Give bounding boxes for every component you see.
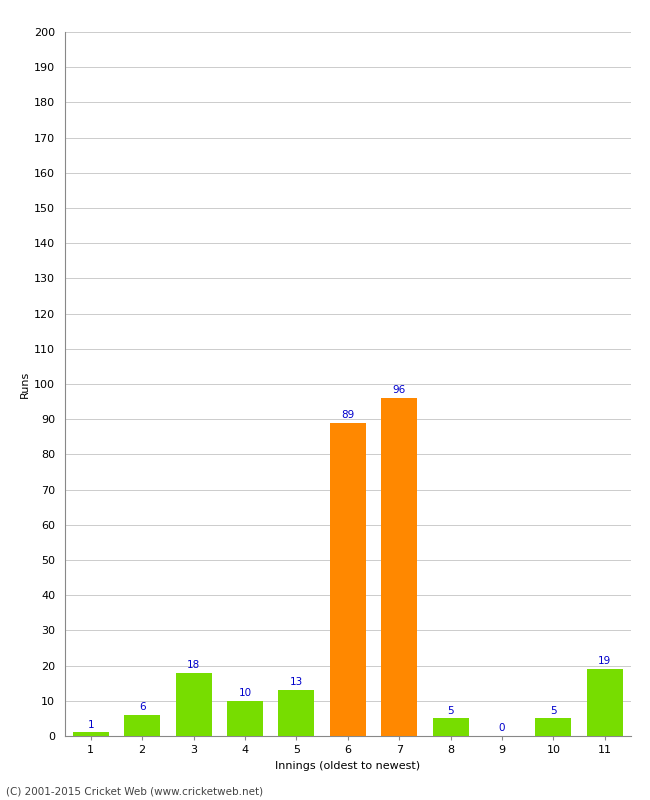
Bar bbox=[381, 398, 417, 736]
Text: 6: 6 bbox=[139, 702, 146, 712]
Bar bbox=[433, 718, 469, 736]
Text: 1: 1 bbox=[87, 720, 94, 730]
Text: 5: 5 bbox=[447, 706, 454, 715]
Text: 89: 89 bbox=[341, 410, 354, 420]
Bar bbox=[124, 715, 160, 736]
Text: (C) 2001-2015 Cricket Web (www.cricketweb.net): (C) 2001-2015 Cricket Web (www.cricketwe… bbox=[6, 786, 264, 796]
Bar bbox=[536, 718, 571, 736]
Text: 96: 96 bbox=[393, 386, 406, 395]
X-axis label: Innings (oldest to newest): Innings (oldest to newest) bbox=[275, 761, 421, 770]
Bar bbox=[227, 701, 263, 736]
Text: 13: 13 bbox=[290, 678, 303, 687]
Bar bbox=[278, 690, 315, 736]
Y-axis label: Runs: Runs bbox=[20, 370, 30, 398]
Text: 18: 18 bbox=[187, 660, 200, 670]
Text: 0: 0 bbox=[499, 723, 505, 733]
Bar bbox=[330, 422, 366, 736]
Text: 10: 10 bbox=[239, 688, 252, 698]
Bar bbox=[587, 669, 623, 736]
Text: 5: 5 bbox=[550, 706, 556, 715]
Bar bbox=[73, 733, 109, 736]
Bar bbox=[176, 673, 211, 736]
Text: 19: 19 bbox=[598, 656, 612, 666]
